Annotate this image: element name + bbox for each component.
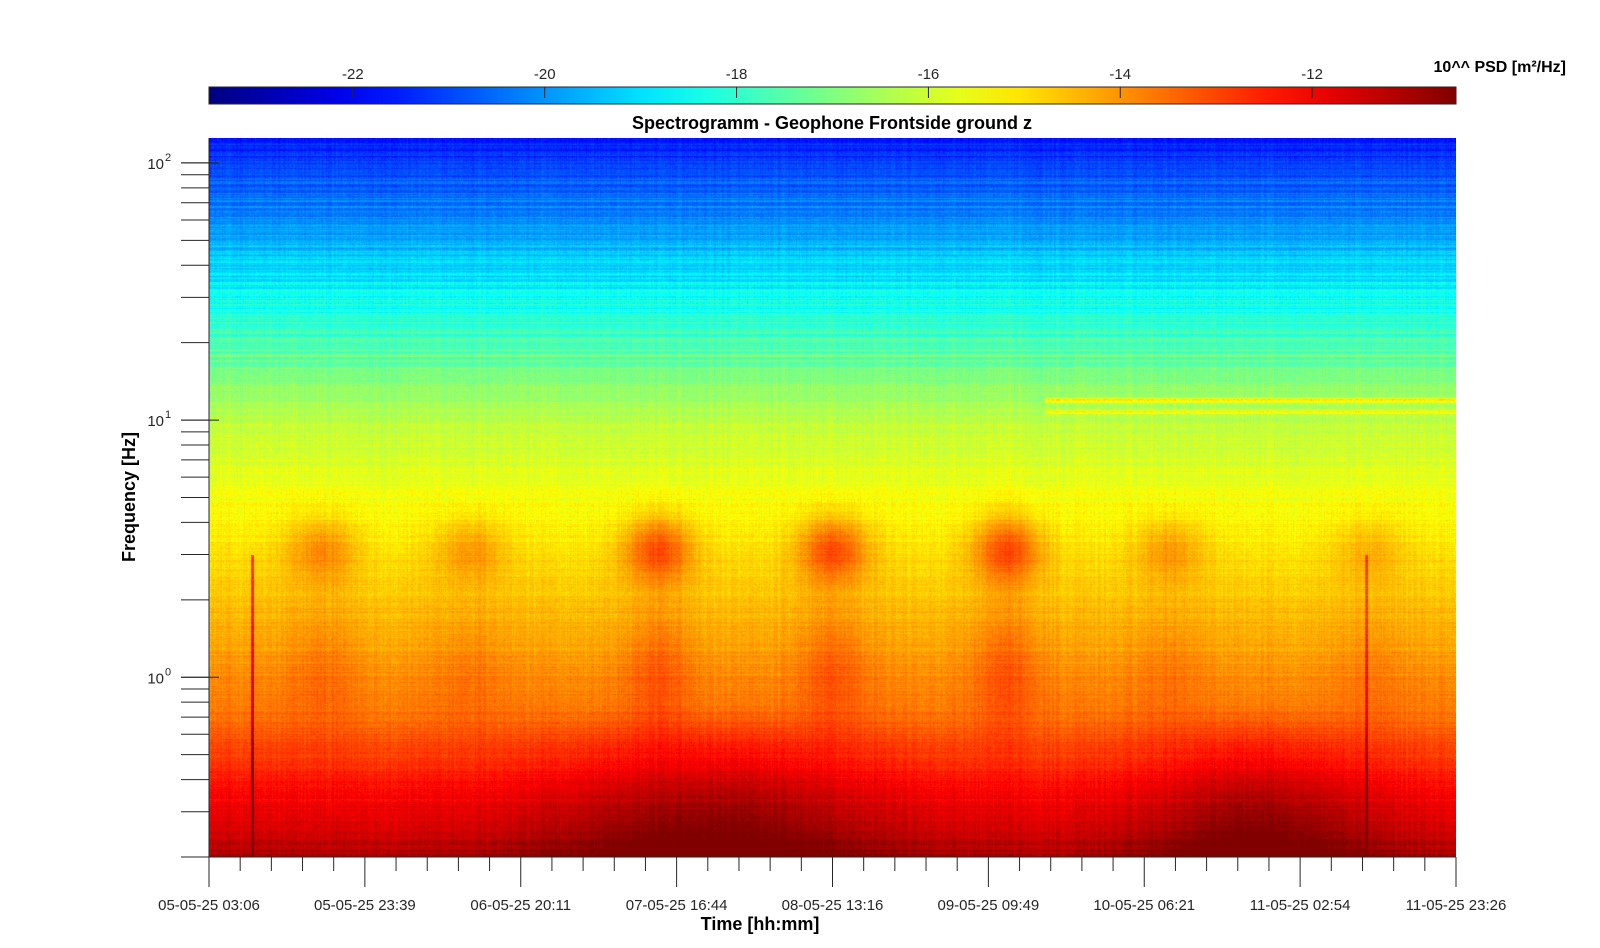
colorbar-tick-label: -16 xyxy=(918,66,940,83)
colorbar-gradient xyxy=(209,87,1456,104)
y-tick-label: 10 xyxy=(147,413,164,430)
y-axis-title: Frequency [Hz] xyxy=(119,432,139,562)
colorbar: -22 -20 -18 -16 -14 -12 10^^ PSD [m²/Hz] xyxy=(208,59,1566,105)
heatmap-image xyxy=(209,138,1456,857)
chart-title: Spectrogramm - Geophone Frontside ground… xyxy=(632,113,1032,133)
colorbar-frame xyxy=(208,86,1457,105)
colorbar-label: 10^^ PSD [m²/Hz] xyxy=(1434,59,1566,76)
x-tick-label: 10-05-25 06:21 xyxy=(1093,897,1195,914)
y-tick-label: 10 xyxy=(147,670,164,687)
colorbar-ticks: -22 -20 -18 -16 -14 -12 xyxy=(342,66,1323,98)
x-axis-title: Time [hh:mm] xyxy=(701,914,820,934)
x-tick-label: 06-05-25 20:11 xyxy=(470,897,571,914)
colorbar-tick-label: -12 xyxy=(1301,66,1323,83)
x-tick-label: 05-05-25 23:39 xyxy=(314,897,416,914)
y-tick-exponent: 0 xyxy=(165,666,171,678)
x-tick-label: 11-05-25 23:26 xyxy=(1406,897,1507,914)
colorbar-tick-label: -22 xyxy=(342,66,364,83)
colorbar-tick-label: -18 xyxy=(726,66,748,83)
x-tick-label: 11-05-25 02:54 xyxy=(1250,897,1351,914)
x-tick-label: 09-05-25 09:49 xyxy=(938,897,1040,914)
colorbar-tick-label: -14 xyxy=(1109,66,1131,83)
colorbar-tick-label: -20 xyxy=(534,66,556,83)
y-tick-label: 10 xyxy=(147,156,164,173)
x-tick-label: 07-05-25 16:44 xyxy=(626,897,728,914)
x-tick-label: 05-05-25 03:06 xyxy=(158,897,260,914)
x-tick-label: 08-05-25 13:16 xyxy=(782,897,884,914)
x-axis-ticks: 05-05-25 03:06 05-05-25 23:39 06-05-25 20:… xyxy=(158,857,1506,914)
y-tick-exponent: 2 xyxy=(165,152,171,164)
y-tick-exponent: 1 xyxy=(165,409,171,421)
